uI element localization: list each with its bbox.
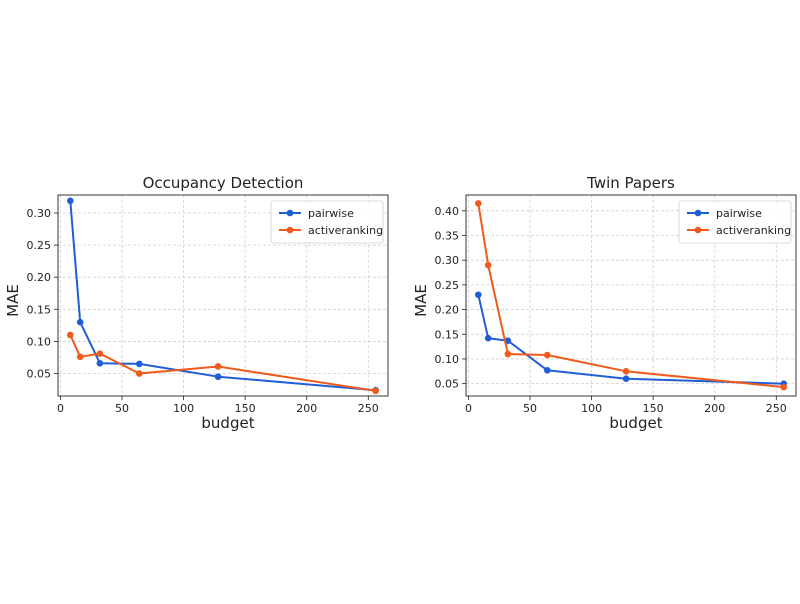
y-tick-label: 0.25 <box>435 279 460 292</box>
y-tick-label: 0.15 <box>435 328 460 341</box>
data-point-activeranking <box>372 387 379 395</box>
y-tick-label: 0.30 <box>27 207 52 220</box>
legend-label-activeranking: activeranking <box>308 224 383 237</box>
data-point-pairwise <box>135 360 143 368</box>
data-point-activeranking <box>96 350 104 357</box>
series-line-activeranking <box>69 334 376 392</box>
legend-label-activeranking: activeranking <box>716 224 791 237</box>
y-tick-label: 0.20 <box>435 304 460 317</box>
x-tick-label: 100 <box>581 402 602 415</box>
x-tick-label: 0 <box>465 402 472 415</box>
y-tick-label: 0.05 <box>435 378 460 391</box>
y-tick-label: 0.10 <box>27 335 52 348</box>
data-point-pairwise <box>67 197 74 205</box>
data-point-activeranking <box>504 350 512 358</box>
x-tick-label: 200 <box>704 402 725 415</box>
axes-frame <box>57 194 389 397</box>
x-tick-label: 150 <box>235 402 256 415</box>
legend-label-pairwise: pairwise <box>308 207 354 220</box>
data-point-pairwise <box>484 334 492 342</box>
y-tick-label: 0.15 <box>27 303 52 316</box>
legend-box <box>678 200 792 244</box>
data-point-activeranking <box>484 261 492 269</box>
x-tick-label: 250 <box>358 402 379 415</box>
data-point-activeranking <box>475 200 482 207</box>
x-axis-label: budget <box>609 414 662 432</box>
chart-title: Occupancy Detection <box>143 174 304 192</box>
y-axis-label: MAE <box>412 284 430 317</box>
data-point-pairwise <box>96 359 104 367</box>
x-tick-label: 100 <box>173 402 194 415</box>
legend-marker-activeranking <box>286 226 294 234</box>
data-point-activeranking <box>76 353 84 361</box>
legend-marker-activeranking <box>694 226 702 234</box>
data-point-activeranking <box>67 331 74 339</box>
y-tick-label: 0.05 <box>27 368 52 381</box>
data-point-activeranking <box>214 363 222 370</box>
y-tick-label: 0.40 <box>435 205 460 218</box>
y-tick-label: 0.30 <box>435 254 460 267</box>
data-point-pairwise <box>475 291 482 299</box>
axes-frame <box>465 194 797 397</box>
x-tick-label: 50 <box>115 402 129 415</box>
x-tick-label: 250 <box>766 402 787 415</box>
legend-marker-pairwise <box>286 209 294 217</box>
x-axis-label: budget <box>201 414 254 432</box>
chart-title: Twin Papers <box>586 174 675 192</box>
y-tick-label: 0.35 <box>435 229 460 242</box>
data-point-pairwise <box>76 318 84 326</box>
data-point-activeranking <box>622 368 630 375</box>
chart-panel-1: 0 50 100 150 200 250 0.05 0.10 0.15 0.20 0.25 0.30 O… <box>4 174 389 432</box>
data-point-pairwise <box>214 373 222 381</box>
x-tick-label: 200 <box>296 402 317 415</box>
data-point-pairwise <box>543 367 551 374</box>
data-point-activeranking <box>135 370 143 377</box>
legend-box <box>270 200 384 244</box>
y-tick-label: 0.25 <box>27 239 52 252</box>
x-tick-label: 0 <box>57 402 64 415</box>
data-point-pairwise <box>622 375 630 383</box>
data-point-activeranking <box>780 383 787 391</box>
legend-marker-pairwise <box>694 209 702 217</box>
series-line-activeranking <box>477 203 784 389</box>
y-axis-label: MAE <box>4 284 22 317</box>
x-tick-label: 150 <box>643 402 664 415</box>
y-tick-label: 0.20 <box>27 271 52 284</box>
chart-panel-2: 0 50 100 150 200 250 0.05 0.10 0.15 0.20 0.25 0.30 0… <box>412 174 797 432</box>
series-line-pairwise <box>477 294 784 385</box>
legend-label-pairwise: pairwise <box>716 207 762 220</box>
y-tick-label: 0.10 <box>435 353 460 366</box>
data-point-activeranking <box>543 351 551 359</box>
x-tick-label: 50 <box>523 402 537 415</box>
